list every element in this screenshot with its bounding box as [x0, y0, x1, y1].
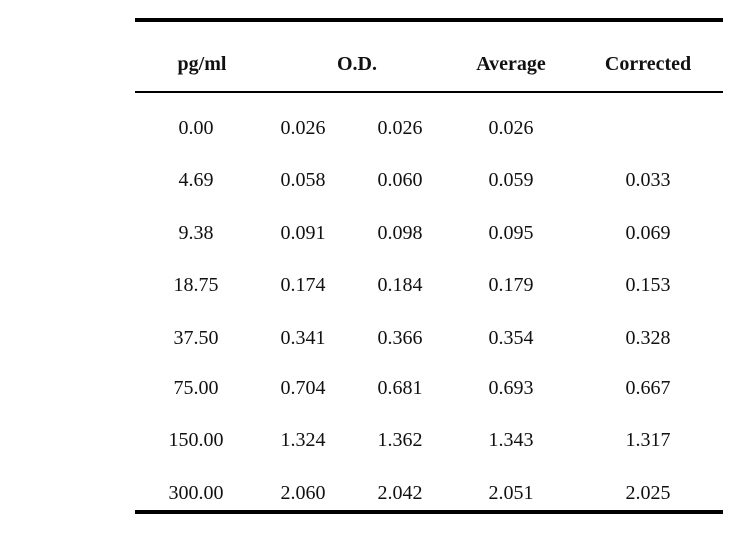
cell-corrected: 0.328: [625, 327, 671, 349]
cell-od1: 2.060: [280, 482, 326, 504]
cell-od1: 1.324: [280, 429, 326, 451]
cell-average: 2.051: [488, 482, 534, 504]
cell-od1: 0.704: [280, 377, 326, 399]
cell-od1: 0.026: [280, 117, 326, 139]
header-od: O.D.: [337, 53, 377, 75]
cell-conc: 18.75: [173, 274, 219, 296]
cell-conc: 37.50: [173, 327, 219, 349]
cell-od2: 0.681: [377, 377, 423, 399]
header-average: Average: [476, 53, 546, 75]
cell-corrected: 0.033: [625, 169, 671, 191]
header-conc: pg/ml: [177, 53, 227, 75]
cell-average: 0.059: [488, 169, 534, 191]
cell-corrected: 0.069: [625, 222, 671, 244]
cell-od2: 0.184: [377, 274, 423, 296]
cell-conc: 300.00: [168, 482, 224, 504]
cell-corrected: 0.153: [625, 274, 671, 296]
cell-average: 1.343: [488, 429, 534, 451]
cell-corrected: 1.317: [625, 429, 671, 451]
cell-conc: 9.38: [178, 222, 214, 244]
cell-od2: 0.060: [377, 169, 423, 191]
cell-corrected: 2.025: [625, 482, 671, 504]
data-table: pg/ml O.D. Average Corrected 0.00 0.026 0.…: [135, 18, 723, 516]
cell-conc: 0.00: [178, 117, 214, 139]
cell-od2: 1.362: [377, 429, 423, 451]
cell-od2: 2.042: [377, 482, 423, 504]
table-header-rule: [135, 91, 723, 93]
table-top-rule: [135, 18, 723, 22]
cell-average: 0.354: [488, 327, 534, 349]
header-corrected: Corrected: [604, 53, 692, 75]
cell-average: 0.179: [488, 274, 534, 296]
table-bottom-rule: [135, 510, 723, 514]
cell-corrected: 0.667: [625, 377, 671, 399]
cell-conc: 75.00: [173, 377, 219, 399]
cell-average: 0.693: [488, 377, 534, 399]
cell-conc: 150.00: [168, 429, 224, 451]
cell-od2: 0.366: [377, 327, 423, 349]
cell-conc: 4.69: [178, 169, 214, 191]
cell-average: 0.026: [488, 117, 534, 139]
cell-od1: 0.174: [280, 274, 326, 296]
cell-od2: 0.026: [377, 117, 423, 139]
cell-od1: 0.091: [280, 222, 326, 244]
cell-od1: 0.341: [280, 327, 326, 349]
cell-od1: 0.058: [280, 169, 326, 191]
cell-od2: 0.098: [377, 222, 423, 244]
cell-average: 0.095: [488, 222, 534, 244]
